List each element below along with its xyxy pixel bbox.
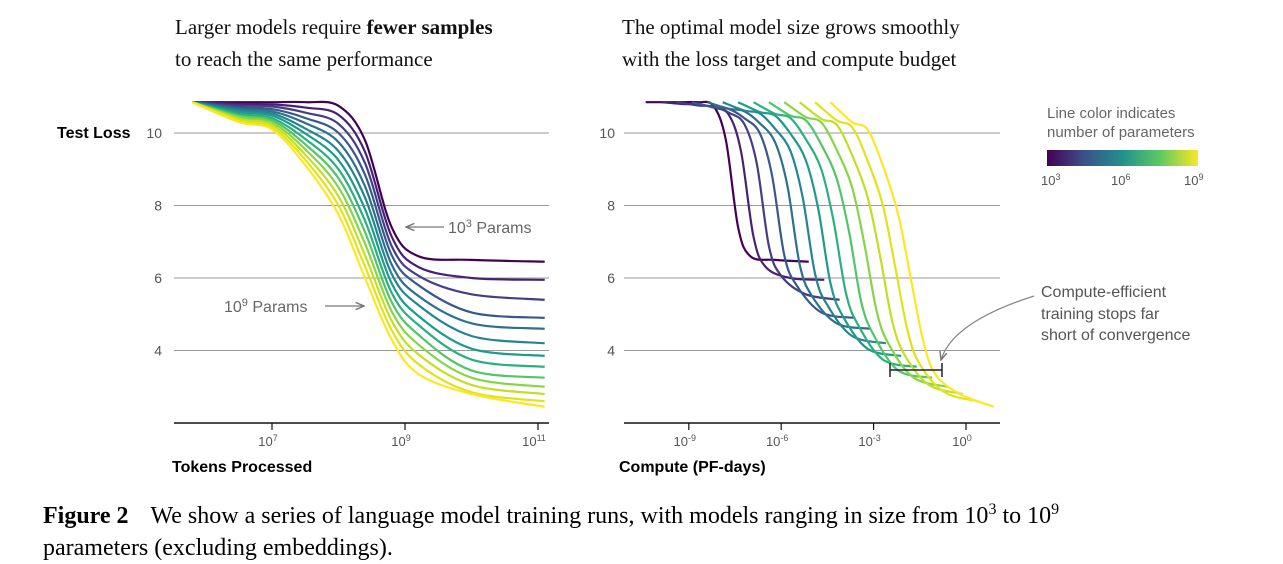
left-series-line-4 bbox=[192, 101, 545, 330]
legend-title-line1: Line color indicates bbox=[1047, 105, 1175, 122]
annotation-line3: short of convergence bbox=[1041, 327, 1191, 344]
right-series-line-11 bbox=[814, 101, 979, 403]
y-tick-label: 4 bbox=[607, 343, 615, 359]
left-series-line-11 bbox=[191, 101, 545, 403]
svg-text:109 Params: 109 Params bbox=[224, 297, 308, 316]
annotation-line1: Compute-efficient bbox=[1041, 284, 1167, 301]
left-title-line1: Larger models require fewer samples bbox=[175, 15, 493, 39]
x-tick-label: 107 bbox=[258, 433, 277, 449]
y-tick-label: 6 bbox=[607, 270, 615, 286]
colorbar-label-1e3: 103 bbox=[1041, 172, 1060, 188]
right-series-line-9 bbox=[783, 101, 948, 388]
y-tick-label: 10 bbox=[599, 125, 615, 141]
colorbar-label-1e6: 106 bbox=[1111, 172, 1130, 188]
legend-title-line2: number of parameters bbox=[1047, 124, 1195, 141]
annotation-line2: training stops far bbox=[1041, 306, 1160, 323]
caption-line1: Figure 2 We show a series of language mod… bbox=[43, 501, 1059, 529]
colorbar-label-1e9: 109 bbox=[1184, 172, 1203, 188]
x-tick-label: 109 bbox=[391, 433, 410, 449]
right-series-line-8 bbox=[768, 101, 933, 379]
left-series-line-0 bbox=[192, 100, 545, 263]
right-title-line2: with the loss target and compute budget bbox=[622, 47, 957, 71]
x-tick-label: 10-6 bbox=[766, 433, 788, 449]
left-series-line-2 bbox=[192, 101, 545, 301]
right-series-line-4 bbox=[706, 101, 871, 330]
left-series-line-6 bbox=[191, 101, 545, 357]
left-series-line-3 bbox=[192, 101, 545, 319]
left-series-line-9 bbox=[191, 101, 545, 388]
y-tick-label: 4 bbox=[154, 343, 162, 359]
efficiency-bracket bbox=[889, 363, 943, 377]
x-tick-label: 10-3 bbox=[858, 433, 880, 449]
y-tick-label: 8 bbox=[154, 198, 162, 214]
caption-line2: parameters (excluding embeddings). bbox=[43, 535, 393, 561]
left-series-line-12 bbox=[191, 101, 545, 408]
annotation-1e9-params: 109 Params bbox=[224, 297, 364, 316]
left-title-line2: to reach the same performance bbox=[175, 47, 433, 71]
left-series-line-5 bbox=[192, 101, 545, 345]
x-tick-label: 1011 bbox=[522, 433, 546, 449]
y-tick-label: 8 bbox=[607, 198, 615, 214]
colorbar-legend: Line color indicates number of parameter… bbox=[1041, 105, 1203, 188]
right-series-line-12 bbox=[829, 101, 994, 408]
y-tick-label: 10 bbox=[146, 125, 162, 141]
left-x-axis-label: Tokens Processed bbox=[172, 459, 312, 476]
curved-arrow-icon bbox=[941, 295, 1035, 360]
left-series-line-8 bbox=[191, 101, 545, 379]
colorbar bbox=[1047, 150, 1198, 166]
left-series-line-10 bbox=[191, 101, 545, 396]
right-series-line-7 bbox=[752, 101, 917, 368]
x-tick-label: 10-9 bbox=[674, 433, 696, 449]
right-x-axis-label: Compute (PF-days) bbox=[619, 459, 766, 476]
left-chart: 10 8 6 4 107 109 1011 Test Loss Tokens Proces… bbox=[57, 100, 549, 476]
right-title-line1: The optimal model size grows smoothly bbox=[622, 15, 960, 39]
right-series-line-3 bbox=[691, 101, 856, 319]
right-series-line-6 bbox=[737, 101, 902, 357]
left-series-line-1 bbox=[192, 101, 545, 281]
y-tick-label: 6 bbox=[154, 270, 162, 286]
x-tick-label: 100 bbox=[952, 433, 971, 449]
left-series-line-7 bbox=[191, 101, 545, 368]
right-series-line-5 bbox=[722, 101, 887, 345]
y-axis-label: Test Loss bbox=[57, 125, 131, 142]
svg-text:103 Params: 103 Params bbox=[448, 218, 532, 237]
annotation-1e3-params: 103 Params bbox=[406, 218, 532, 237]
